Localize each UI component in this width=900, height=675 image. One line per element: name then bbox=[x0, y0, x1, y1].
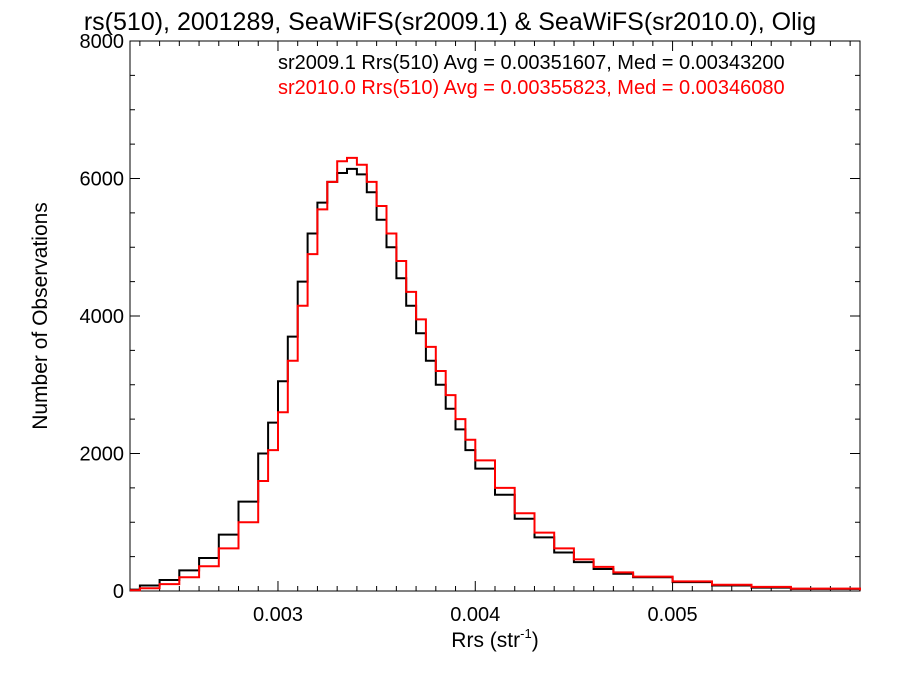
x-tick-label-1: 0.004 bbox=[450, 604, 500, 626]
x-axis-label: Rrs (str-1) bbox=[451, 626, 538, 652]
x-axis-label-main: Rrs (str bbox=[451, 629, 520, 652]
legend-entry-sr2009: sr2009.1 Rrs(510) Avg = 0.00351607, Med … bbox=[278, 52, 785, 74]
y-tick-label-3: 6000 bbox=[80, 169, 125, 191]
y-axis-ticks: 0 2000 4000 6000 8000 bbox=[80, 31, 860, 603]
y-tick-label-0: 0 bbox=[113, 581, 124, 603]
y-tick-label-2: 4000 bbox=[80, 306, 125, 328]
x-tick-label-0: 0.003 bbox=[253, 604, 303, 626]
x-tick-label-2: 0.005 bbox=[648, 604, 698, 626]
chart-title: rs(510), 2001289, SeaWiFS(sr2009.1) & Se… bbox=[84, 8, 816, 36]
y-tick-label-4: 8000 bbox=[80, 31, 125, 53]
x-axis-label-superscript: -1 bbox=[520, 626, 532, 641]
series-layer bbox=[130, 156, 861, 592]
x-axis-label-close: ) bbox=[532, 629, 539, 652]
y-tick-label-1: 2000 bbox=[80, 444, 125, 466]
series-line-sr2009.1 bbox=[130, 167, 861, 591]
x-axis-ticks: 0.003 0.004 0.005 bbox=[139, 41, 851, 626]
series-line-sr2010.0 bbox=[130, 156, 861, 592]
legend-entry-sr2010: sr2010.0 Rrs(510) Avg = 0.00355823, Med … bbox=[278, 77, 785, 99]
y-axis-label: Number of Observations bbox=[29, 202, 52, 430]
